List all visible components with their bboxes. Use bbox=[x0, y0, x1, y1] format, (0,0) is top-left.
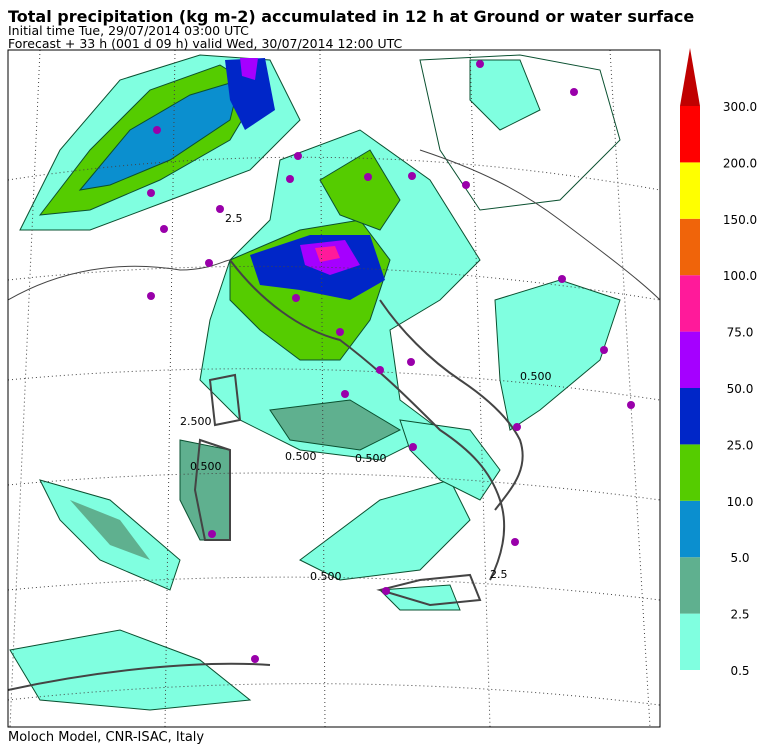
title: Total precipitation (kg m-2) accumulated… bbox=[8, 7, 694, 26]
colorbar-label: 10.0 bbox=[727, 495, 754, 509]
colorbar-segment bbox=[680, 106, 700, 163]
contour-label: 0.500 bbox=[285, 450, 317, 463]
colorbar-label: 75.0 bbox=[727, 326, 754, 340]
colorbar-segment bbox=[680, 613, 700, 670]
colorbar-label: 300.0 bbox=[723, 100, 757, 114]
initial-time: Initial time Tue, 29/07/2014 03:00 UTC bbox=[8, 23, 249, 38]
colorbar-label: 5.0 bbox=[730, 551, 749, 565]
colorbar-label: 200.0 bbox=[723, 156, 757, 170]
colorbar-label: 2.5 bbox=[730, 608, 749, 622]
colorbar-label: 0.5 bbox=[730, 664, 749, 678]
contour-label: 0.500 bbox=[190, 460, 222, 473]
colorbar-segment bbox=[680, 388, 700, 445]
colorbar-label: 25.0 bbox=[727, 438, 754, 452]
colorbar-segment bbox=[680, 275, 700, 332]
colorbar-segment bbox=[680, 218, 700, 276]
contour-label: 0.500 bbox=[310, 570, 342, 583]
colorbar-segment bbox=[680, 500, 700, 558]
footer: Moloch Model, CNR-ISAC, Italy bbox=[8, 730, 204, 745]
contour-label: 2.5 bbox=[490, 568, 508, 581]
contour-label: 2.5 bbox=[225, 212, 243, 225]
colorbar-segment bbox=[680, 557, 700, 614]
colorbar-label: 150.0 bbox=[723, 213, 757, 227]
colorbar-segment bbox=[680, 331, 700, 388]
colorbar-segment bbox=[680, 444, 700, 501]
map: 2.500 0.500 0.500 2.5 0.500 0.500 2.5 0.500 bbox=[7, 49, 661, 728]
contour-label: 0.500 bbox=[355, 452, 387, 465]
colorbar-label: 50.0 bbox=[727, 382, 754, 396]
colorbar-arrow bbox=[680, 48, 700, 106]
colorbar-segment bbox=[680, 162, 700, 219]
contour-label: 2.500 bbox=[180, 415, 212, 428]
forecast-time: Forecast + 33 h (001 d 09 h) valid Wed, … bbox=[8, 36, 403, 51]
colorbar: 0.5 2.5 5.0 10.0 25.0 50.0 75.0 100.0 150.0 200.0… bbox=[680, 48, 757, 678]
colorbar-label: 100.0 bbox=[723, 269, 757, 283]
contour-label: 0.500 bbox=[520, 370, 552, 383]
